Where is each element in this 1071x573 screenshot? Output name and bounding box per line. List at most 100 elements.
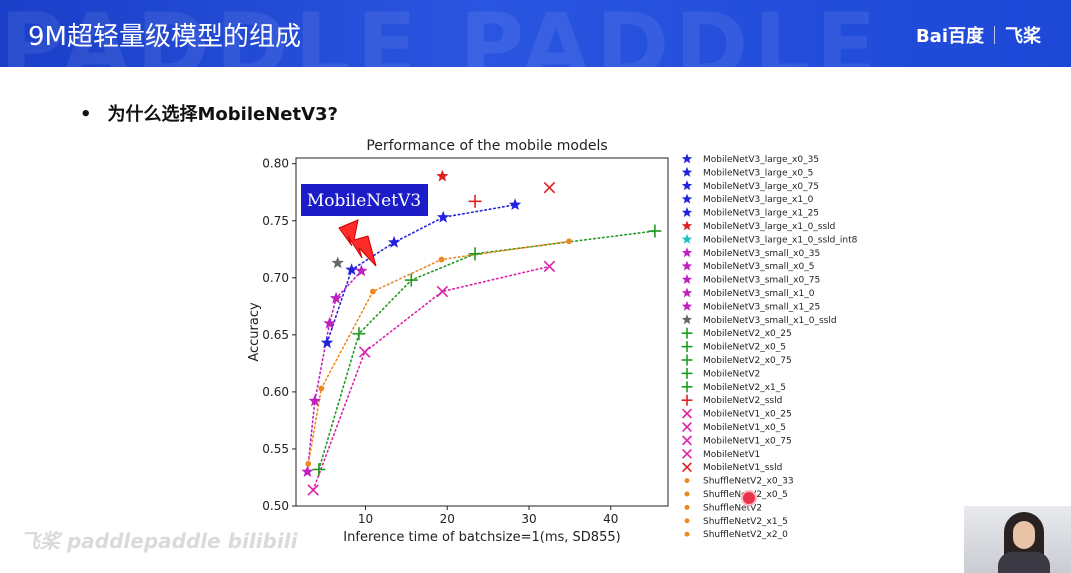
data-point xyxy=(543,181,556,194)
y-tick-label: 0.80 xyxy=(262,157,289,171)
legend-label: MobileNetV2_x1_5 xyxy=(703,383,786,393)
header-watermark: PADDLE PADDLE xyxy=(0,0,883,67)
legend-label: MobileNetV3_small_x1_0 xyxy=(703,289,815,299)
series-line xyxy=(318,230,656,471)
series-markers xyxy=(301,169,662,496)
legend-marker xyxy=(681,207,693,217)
data-point xyxy=(352,327,366,341)
legend-label: MobileNetV2_x0_25 xyxy=(703,329,792,339)
brand-divider xyxy=(994,26,995,44)
bottom-watermark: 飞桨 paddlepaddle bilibili xyxy=(20,529,298,553)
legend-label: ShuffleNetV2 xyxy=(703,503,762,513)
x-tick-label: 20 xyxy=(440,512,455,526)
legend-marker xyxy=(681,394,693,406)
y-tick-label: 0.55 xyxy=(262,442,289,456)
data-point xyxy=(329,291,343,304)
series-line xyxy=(312,265,551,491)
legend-marker xyxy=(681,233,693,244)
legend-label: MobileNetV1_ssld xyxy=(703,463,782,473)
data-point xyxy=(508,198,522,210)
x-axis-label: Inference time of batchsize=1(ms, SD855) xyxy=(343,530,620,545)
bullet-symbol: • xyxy=(80,104,92,125)
data-point xyxy=(312,462,326,476)
legend-marker xyxy=(682,408,692,419)
data-point xyxy=(437,210,450,223)
legend-label: MobileNetV3_large_x1_0 xyxy=(703,195,814,205)
data-point xyxy=(308,394,321,407)
y-tick-label: 0.70 xyxy=(262,271,289,285)
y-tick-label: 0.50 xyxy=(262,499,289,513)
legend-label: MobileNetV3_small_x1_25 xyxy=(703,302,820,312)
axis-ticks: 10 20 30 40 0.50 0.55 0.60 0.65 0.70 0.75 0.80 xyxy=(262,157,618,526)
legend: MobileNetV3_large_x0_35 MobileNetV3_large… xyxy=(681,153,858,540)
legend-label: MobileNetV3_large_x1_0_ssld_int8 xyxy=(703,235,858,245)
bullet-text: 为什么选择MobileNetV3? xyxy=(107,104,338,125)
data-point xyxy=(318,385,325,392)
data-point xyxy=(320,336,334,349)
data-point xyxy=(358,346,371,358)
data-point xyxy=(305,460,312,467)
legend-label: MobileNetV2 xyxy=(703,369,760,379)
legend-label: MobileNetV2_x0_5 xyxy=(703,343,786,353)
legend-marker xyxy=(681,180,693,191)
data-point xyxy=(648,224,662,238)
legend-label: MobileNetV3_large_x0_5 xyxy=(703,168,813,178)
legend-marker xyxy=(681,327,693,339)
data-point xyxy=(436,285,449,298)
data-point xyxy=(404,273,418,287)
legend-marker xyxy=(681,166,693,177)
legend-marker xyxy=(681,247,693,258)
data-point xyxy=(543,260,556,273)
annotation-text: MobileNetV3 xyxy=(307,191,421,211)
baidu-logo: Bai百度 xyxy=(915,26,984,47)
legend-label: MobileNetV3_small_x0_35 xyxy=(703,249,820,259)
legend-marker xyxy=(684,531,690,537)
x-tick-label: 30 xyxy=(521,512,536,526)
legend-label: MobileNetV3_small_x1_0_ssld xyxy=(703,316,837,326)
legend-marker xyxy=(682,435,692,446)
legend-label: MobileNetV3_large_x0_75 xyxy=(703,182,819,192)
legend-marker xyxy=(681,274,693,284)
legend-label: MobileNetV2_ssld xyxy=(703,396,782,406)
legend-label: MobileNetV3_small_x0_5 xyxy=(703,262,814,272)
y-tick-label: 0.65 xyxy=(262,328,289,342)
legend-marker xyxy=(681,314,693,325)
data-point xyxy=(436,169,449,182)
data-point xyxy=(369,288,376,295)
legend-label: MobileNetV1 xyxy=(703,450,760,460)
presenter-body xyxy=(998,552,1050,573)
legend-label: MobileNetV1_x0_75 xyxy=(703,436,792,446)
legend-marker xyxy=(681,341,693,353)
presenter-video xyxy=(964,506,1071,573)
data-point xyxy=(323,316,336,329)
legend-label: MobileNetV1_x0_25 xyxy=(703,410,792,420)
legend-marker xyxy=(684,518,690,524)
data-point xyxy=(468,247,482,261)
legend-marker xyxy=(681,381,693,393)
data-point xyxy=(387,235,401,248)
data-point xyxy=(307,484,319,496)
legend-label: MobileNetV1_x0_5 xyxy=(703,423,786,433)
y-tick-label: 0.75 xyxy=(262,214,289,228)
lightning-bolt-icon xyxy=(338,219,377,267)
legend-marker xyxy=(681,193,693,204)
brand-logos: Bai百度 飞桨 xyxy=(916,22,1041,48)
annotation-box xyxy=(301,184,428,216)
data-point xyxy=(331,256,344,269)
legend-marker xyxy=(684,504,690,510)
series-line xyxy=(307,240,570,465)
legend-marker xyxy=(681,367,693,379)
data-point xyxy=(468,194,482,208)
legend-label: ShuffleNetV2_x1_5 xyxy=(703,517,788,527)
legend-label: MobileNetV3_small_x0_75 xyxy=(703,276,820,286)
legend-marker xyxy=(681,220,693,231)
paddle-logo: 飞桨 xyxy=(1005,26,1041,47)
legend-label: ShuffleNetV2_x2_0 xyxy=(703,530,788,540)
presenter-face xyxy=(1013,521,1035,549)
bullet-point: • 为什么选择MobileNetV3? xyxy=(80,100,338,126)
legend-marker xyxy=(682,448,692,459)
legend-label: ShuffleNetV2_x0_33 xyxy=(703,477,794,487)
legend-label: MobileNetV3_large_x1_0_ssld xyxy=(703,222,835,232)
data-point xyxy=(355,264,368,277)
legend-marker xyxy=(681,287,693,298)
